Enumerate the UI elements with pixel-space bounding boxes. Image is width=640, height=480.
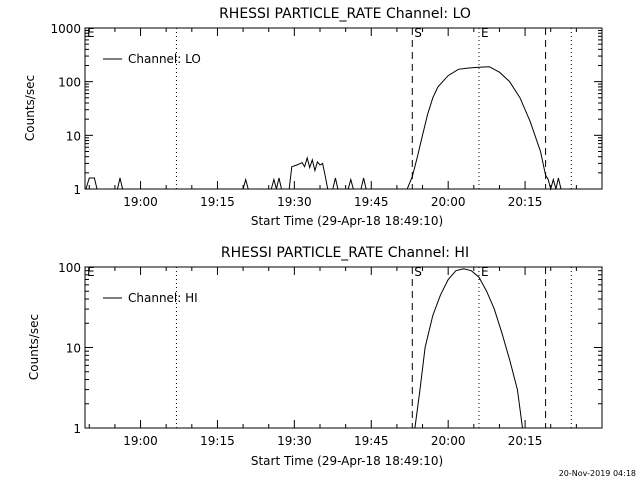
hi-marker-label: S bbox=[414, 265, 422, 279]
lo-y-tick-label: 1000 bbox=[50, 22, 81, 36]
footer-timestamp: 20-Nov-2019 04:18 bbox=[559, 469, 636, 478]
lo-legend-entry: Channel: LO bbox=[128, 52, 201, 66]
lo-x-tick-label: 19:00 bbox=[123, 195, 158, 209]
lo-channel-panel: RHESSI PARTICLE_RATE Channel: LO Counts/… bbox=[23, 6, 603, 228]
hi-y-tick-label: 1 bbox=[73, 422, 81, 436]
lo-marker-label: E bbox=[481, 26, 489, 40]
lo-x-axis-label: Start Time (29-Apr-18 18:49:10) bbox=[251, 214, 443, 228]
lo-marker-label: E bbox=[87, 26, 95, 40]
hi-chart-title: RHESSI PARTICLE_RATE Channel: HI bbox=[221, 245, 469, 261]
hi-series-line bbox=[414, 268, 523, 429]
hi-y-tick-label: 10 bbox=[66, 342, 81, 356]
lo-y-tick-label: 10 bbox=[66, 129, 81, 143]
hi-x-tick-label: 20:15 bbox=[508, 434, 543, 448]
lo-x-tick-label: 20:00 bbox=[431, 195, 466, 209]
hi-marker-label: E bbox=[481, 265, 489, 279]
lo-marker-label: S bbox=[414, 26, 422, 40]
lo-y-axis-label: Counts/sec bbox=[23, 75, 37, 141]
lo-series-line bbox=[85, 66, 562, 191]
hi-x-tick-label: 20:00 bbox=[431, 434, 466, 448]
lo-legend: Channel: LO bbox=[103, 52, 201, 66]
lo-y-tick-label: 100 bbox=[58, 76, 81, 90]
hi-x-tick-label: 19:00 bbox=[123, 434, 158, 448]
hi-y-tick-label: 100 bbox=[58, 261, 81, 275]
hi-y-axis-label: Counts/sec bbox=[27, 314, 41, 380]
hi-x-tick-label: 19:30 bbox=[277, 434, 312, 448]
hi-legend-entry: Channel: HI bbox=[128, 291, 198, 305]
lo-x-tick-label: 20:15 bbox=[508, 195, 543, 209]
lo-x-tick-label: 19:15 bbox=[200, 195, 235, 209]
lo-x-tick-label: 19:30 bbox=[277, 195, 312, 209]
hi-legend: Channel: HI bbox=[103, 291, 198, 305]
lo-x-tick-label: 19:45 bbox=[354, 195, 389, 209]
hi-marker-label: E bbox=[87, 265, 95, 279]
hi-x-tick-label: 19:15 bbox=[200, 434, 235, 448]
hi-x-axis-label: Start Time (29-Apr-18 18:49:10) bbox=[251, 454, 443, 468]
lo-chart-title: RHESSI PARTICLE_RATE Channel: LO bbox=[219, 6, 471, 22]
lo-y-tick-label: 1 bbox=[73, 183, 81, 197]
hi-x-tick-label: 19:45 bbox=[354, 434, 389, 448]
hi-channel-panel: RHESSI PARTICLE_RATE Channel: HI Counts/… bbox=[27, 245, 603, 468]
